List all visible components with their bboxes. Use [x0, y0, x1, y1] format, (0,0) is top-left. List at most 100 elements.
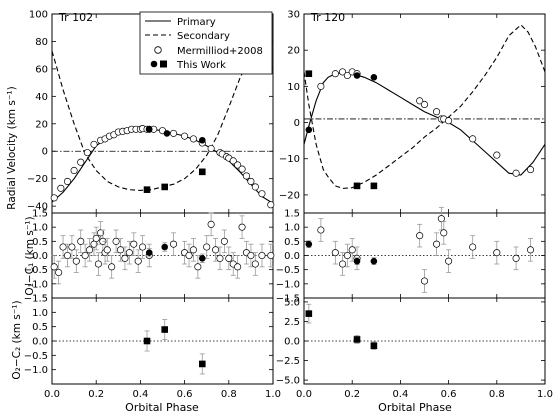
tr120-o2c2-this-work-point	[353, 336, 361, 343]
tr120-main-ytick-label: 30	[287, 10, 300, 21]
tr120-plot-area: −20 −10 0 10 20 30 −1.5 −1.0 −0.5 0.0 0.5 1.0 1.5 −5.…	[276, 10, 553, 401]
tr120-mermilliod-point	[432, 108, 441, 116]
tr102-o1c1-mermilliod-point	[125, 249, 133, 257]
tr102-r1-ytick-label: 0.0	[32, 251, 48, 262]
tr102-mermilliod-point	[234, 161, 242, 169]
tr102-mermilliod-point	[57, 184, 65, 192]
tr102-title: Tr 102	[58, 11, 93, 24]
tr102-xlabel: Orbital Phase	[125, 401, 199, 414]
tr102-r1-ytick-label: −1.0	[24, 279, 48, 290]
tr120-mermilliod-point	[420, 100, 429, 109]
tr102-o1c1-mermilliod-point	[247, 251, 255, 260]
tr120-r1-ytick-label: −0.5	[276, 265, 300, 276]
tr102-r1-ytick-label: −0.5	[24, 265, 48, 276]
tr120-main-ytick-label: −20	[279, 190, 300, 201]
tr120-o1c1-this-work-point	[370, 257, 378, 265]
tr120-xtick-label: 0.6	[441, 389, 457, 400]
tr120-mermilliod-point	[493, 151, 501, 159]
tr120-main-ytick-label: 0	[294, 118, 300, 129]
tr102-main-ytick-label: 100	[29, 10, 48, 21]
tr120-o2c2-this-work-point	[305, 310, 313, 317]
tr102-this-work-secondary-point	[161, 183, 169, 191]
tr102-o1c1-mermilliod-point	[238, 223, 246, 231]
tr102-mermilliod-point	[258, 190, 266, 198]
tr102-o1c1-mermilliod-point	[211, 246, 220, 254]
tr102-xtick-label: 0.6	[177, 389, 193, 400]
tr102-this-work-primary-point	[163, 130, 171, 137]
tr102-mermilliod-point	[207, 144, 215, 153]
tr120-this-work-primary-point	[305, 126, 313, 134]
tr102-mermilliod-point	[83, 149, 91, 157]
tr120-o1c1-mermilliod-point	[348, 246, 356, 254]
tr120-xtick-label: 0.2	[344, 389, 360, 400]
tr102-o1c1-mermilliod-point	[63, 251, 72, 260]
tr120-primary-curve	[303, 72, 546, 176]
tr120-o1c1-mermilliod-point	[331, 249, 339, 257]
tr102-o1c1-mermilliod-point	[103, 246, 111, 254]
tr120-o1c1-mermilliod-point	[343, 251, 351, 260]
tr102-o1c1-this-work-point	[198, 255, 206, 262]
tr102-o1c1-mermilliod-point	[55, 268, 63, 277]
legend-mermilliod-label: Mermilliod+2008	[177, 46, 263, 57]
tr102-mermilliod-point	[189, 135, 197, 143]
tr102-xtick-label: 0.8	[221, 389, 237, 400]
tr102-mermilliod-point	[247, 177, 255, 185]
tr120-r1-ytick-label: −1.0	[276, 279, 300, 290]
tr120-r1-ytick-label: 0.5	[284, 237, 300, 248]
tr120-o1c1-mermilliod-point	[440, 229, 448, 237]
tr102-mermilliod-point	[70, 166, 78, 175]
tr102-mermilliod-point	[77, 158, 85, 166]
tr120-mermilliod-point	[526, 166, 535, 174]
tr102-o2c2-ylabel: O₂−C₂ (km s⁻¹)	[11, 300, 23, 379]
tr120-mermilliod-point	[416, 97, 424, 105]
tr102-main-ytick-label: 40	[35, 92, 48, 103]
tr102-o1c1-mermilliod-point	[234, 263, 242, 271]
tr102-o1c1-mermilliod-point	[170, 240, 178, 248]
tr102-mermilliod-point	[242, 172, 251, 180]
tr120-o1c1-mermilliod-point	[416, 232, 424, 240]
panel-tr102: Radial Velocity (km s⁻¹) O₂−C₂ (km s⁻¹) …	[6, 10, 281, 415]
tr102-o1c1-mermilliod-point	[134, 257, 142, 265]
tr120-o1c1-this-work-point	[305, 240, 313, 248]
legend-this-work-square	[160, 60, 167, 68]
tr102-main-ytick-label: 60	[35, 64, 48, 75]
legend-box	[139, 11, 273, 75]
tr102-this-work-primary-point	[145, 125, 153, 133]
legend: Primary Secondary Mermilliod+2008 This W…	[139, 11, 273, 75]
tr102-r1-ytick-label: 1.5	[32, 209, 48, 220]
tr102-main-ytick-label: 0	[42, 147, 48, 158]
tr120-mermilliod-point	[339, 68, 347, 76]
tr120-xtick-label: 0.0	[296, 389, 312, 400]
tr120-xtick-label: 0.4	[392, 389, 408, 400]
tr102-xtick-label: 1.0	[265, 389, 281, 400]
tr102-this-work-secondary-point	[198, 168, 206, 176]
tr102-o1c1-mermilliod-point	[72, 257, 80, 265]
tr102-o1c1-mermilliod-point	[216, 254, 224, 262]
tr102-o1c1-mermilliod-point	[185, 251, 193, 260]
tr120-r2-ytick-label: −5.0	[276, 376, 300, 387]
tr102-o1c1-mermilliod-point	[77, 237, 85, 245]
tr102-mermilliod-point	[50, 194, 58, 202]
tr120-main-ytick-label: 10	[287, 82, 300, 93]
tr102-o1c1-mermilliod-point	[116, 246, 125, 254]
tr120-r1-ytick-label: 0.0	[284, 251, 300, 262]
tr102-o1c1-mermilliod-point	[139, 243, 147, 251]
tr102-main-ytick-label: −40	[27, 202, 48, 213]
tr102-r1-ytick-label: 1.0	[32, 223, 48, 234]
tr120-this-work-secondary-point	[305, 70, 313, 77]
tr120-title: Tr 120	[310, 11, 345, 24]
tr120-o1c1-mermilliod-point	[493, 249, 501, 257]
tr102-r2-frame	[51, 297, 274, 385]
tr120-o1c1-mermilliod-point	[317, 226, 325, 234]
tr102-r2-ytick-label: 1.0	[32, 308, 48, 319]
tr102-rv-ylabel: Radial Velocity (km s⁻¹)	[6, 86, 18, 209]
tr120-o1c1-mermilliod-point	[437, 215, 445, 223]
tr102-mermilliod-point	[238, 165, 246, 173]
tr102-o2c2-this-work-point	[143, 337, 151, 345]
tr120-r1-ytick-label: 1.0	[284, 223, 300, 234]
tr102-mermilliod-point	[90, 140, 98, 148]
tr120-this-work-primary-point	[370, 74, 378, 81]
tr102-o1c1-mermilliod-point	[121, 254, 129, 262]
tr120-o1c1-mermilliod-point	[339, 260, 347, 268]
